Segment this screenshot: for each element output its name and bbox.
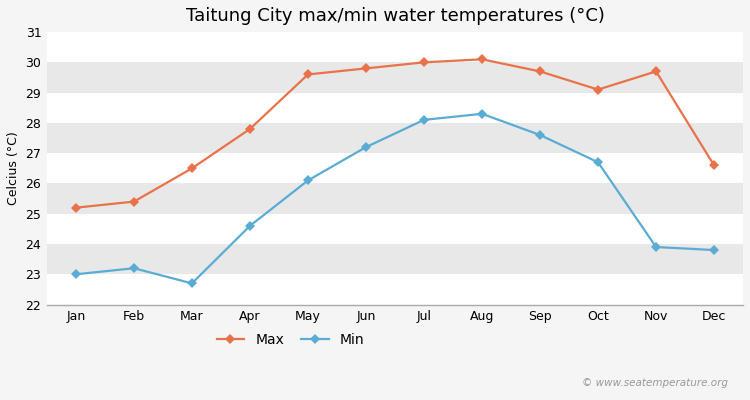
Max [710, 163, 718, 168]
Bar [47, 93, 743, 123]
Min [188, 281, 196, 286]
Max [188, 166, 196, 171]
Min [419, 118, 428, 122]
Max [130, 199, 139, 204]
Min [652, 245, 661, 250]
Min [593, 160, 602, 165]
Max [478, 57, 487, 62]
Min [130, 266, 139, 271]
Max [304, 72, 313, 77]
Min [304, 178, 313, 183]
Max [245, 126, 254, 131]
Min [71, 272, 80, 277]
Max [652, 69, 661, 74]
Bar [47, 214, 743, 244]
Text: © www.seatemperature.org: © www.seatemperature.org [581, 378, 728, 388]
Legend: Max, Min: Max, Min [217, 333, 364, 347]
Max [593, 87, 602, 92]
Min [245, 224, 254, 228]
Min [478, 112, 487, 116]
Max [419, 60, 428, 65]
Max [71, 205, 80, 210]
Max [362, 66, 370, 71]
Bar [47, 32, 743, 62]
Min [536, 133, 544, 138]
Bar [47, 153, 743, 184]
Min [710, 248, 718, 252]
Line: Max: Max [73, 56, 718, 211]
Title: Taitung City max/min water temperatures (°C): Taitung City max/min water temperatures … [185, 7, 604, 25]
Min [362, 145, 370, 150]
Line: Min: Min [73, 110, 718, 287]
Bar [47, 274, 743, 304]
Y-axis label: Celcius (°C): Celcius (°C) [7, 132, 20, 205]
Max [536, 69, 544, 74]
